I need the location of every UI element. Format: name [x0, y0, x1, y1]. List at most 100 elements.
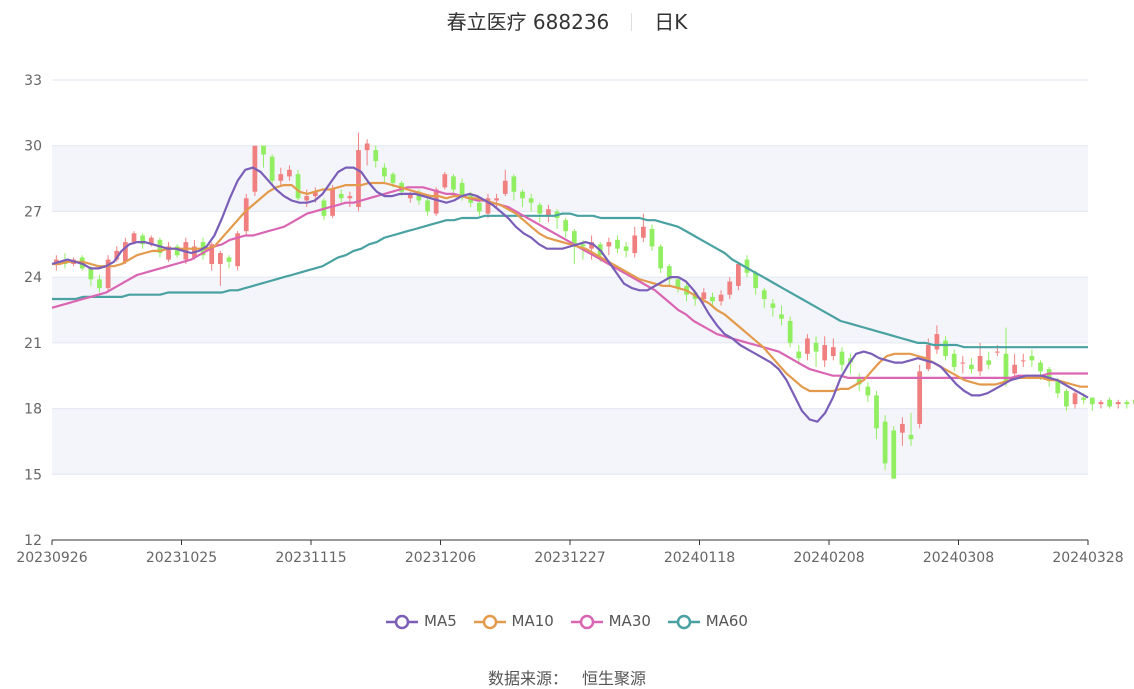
candle-up: [727, 281, 733, 295]
candle-down: [1089, 397, 1095, 405]
candle-down: [261, 145, 266, 155]
candle-down: [1124, 402, 1130, 405]
candle-up: [917, 371, 923, 424]
candle-down: [571, 231, 577, 247]
grid-band: [52, 145, 1088, 212]
candle-down: [140, 235, 146, 245]
ma5-legend-icon: [386, 614, 418, 630]
candle-down: [580, 244, 586, 247]
candle-down: [1029, 356, 1035, 361]
candle-down: [813, 342, 819, 352]
candle-down: [943, 340, 948, 356]
candle-up: [632, 235, 638, 254]
candle-down: [969, 364, 974, 370]
candle-down: [891, 430, 897, 479]
source-name: 恒生聚源: [582, 669, 647, 688]
candle-down: [416, 191, 422, 201]
candle-down: [1003, 353, 1009, 383]
legend-ma5-label: MA5: [424, 612, 457, 630]
candle-down: [174, 246, 180, 256]
candle-down: [787, 320, 793, 343]
candle-up: [433, 189, 439, 214]
candle-up: [148, 237, 154, 245]
candle-down: [744, 259, 750, 273]
candle-up: [994, 351, 1000, 353]
ma10-line: [52, 181, 1088, 393]
candle-down: [269, 156, 275, 181]
x-tick-label: 20231206: [405, 550, 476, 566]
candle-up: [364, 143, 370, 151]
candle-up: [1012, 364, 1017, 374]
candle-down: [97, 279, 102, 289]
candle-up: [217, 253, 223, 264]
grid-band: [52, 408, 1088, 475]
candle-down: [753, 272, 758, 289]
candle-down: [390, 174, 396, 183]
candle-up: [718, 294, 724, 302]
candle-up: [589, 242, 594, 249]
candle-down: [537, 204, 543, 214]
y-tick-label: 12: [24, 533, 42, 549]
legend-ma10-label: MA10: [511, 612, 554, 630]
candle-up: [830, 347, 836, 356]
candle-down: [839, 351, 845, 365]
candle-up: [330, 189, 335, 216]
stock-name-code: 春立医疗 688236: [446, 10, 610, 34]
candle-down: [796, 351, 802, 359]
title-divider: [631, 13, 633, 31]
candle-down: [1081, 397, 1087, 400]
y-tick-label: 21: [24, 336, 42, 352]
candle-up: [166, 246, 171, 260]
ma60-legend-icon: [667, 614, 700, 630]
legend-ma5[interactable]: MA5: [386, 612, 457, 630]
legend-ma30[interactable]: MA30: [570, 612, 651, 630]
x-tick-label: 20240118: [664, 550, 735, 566]
candle-down: [511, 176, 517, 192]
candle-down: [425, 200, 430, 212]
candle-down: [761, 290, 767, 300]
y-tick-label: 15: [24, 467, 42, 483]
y-tick-label: 30: [24, 139, 42, 155]
candle-down: [1064, 391, 1069, 407]
candle-down: [451, 176, 456, 190]
x-tick-label: 20240208: [793, 550, 864, 566]
candle-up: [735, 264, 741, 286]
candle-down: [856, 377, 862, 385]
candle-down: [986, 360, 992, 365]
grid-band: [52, 277, 1088, 343]
candle-down: [88, 268, 94, 280]
legend-ma60[interactable]: MA60: [667, 612, 748, 630]
candle-down: [563, 220, 569, 232]
ma60-line: [52, 212, 1088, 349]
candle-down: [951, 353, 957, 367]
candle-up: [243, 198, 249, 232]
y-tick-label: 24: [24, 270, 42, 286]
candle-up: [805, 338, 810, 354]
candle-up: [822, 345, 828, 361]
candle-down: [649, 228, 655, 247]
chart-legend: MA5 MA10 MA30 MA60: [0, 612, 1134, 630]
candle-up: [502, 180, 508, 194]
y-tick-label: 27: [24, 204, 42, 220]
candle-down: [338, 193, 344, 199]
candle-up: [494, 198, 499, 201]
candle-down: [675, 279, 681, 289]
candle-down: [882, 421, 888, 464]
x-tick-label: 20230926: [16, 550, 87, 566]
ma10-legend-icon: [473, 614, 506, 630]
candle-up: [407, 193, 413, 199]
candle-down: [295, 174, 301, 199]
y-tick-label: 33: [24, 73, 42, 89]
x-tick-label: 20240328: [1052, 550, 1123, 566]
candle-up: [701, 292, 707, 300]
candle-up: [209, 244, 215, 264]
legend-ma60-label: MA60: [705, 612, 748, 630]
candle-up: [485, 198, 491, 214]
ma30-line: [51, 186, 1088, 379]
ma30-legend-icon: [570, 614, 603, 630]
candle-up: [278, 174, 284, 181]
x-tick-label: 20231115: [275, 550, 346, 566]
candle-up: [934, 334, 940, 350]
legend-ma10[interactable]: MA10: [473, 612, 554, 630]
candle-up: [1115, 402, 1121, 405]
